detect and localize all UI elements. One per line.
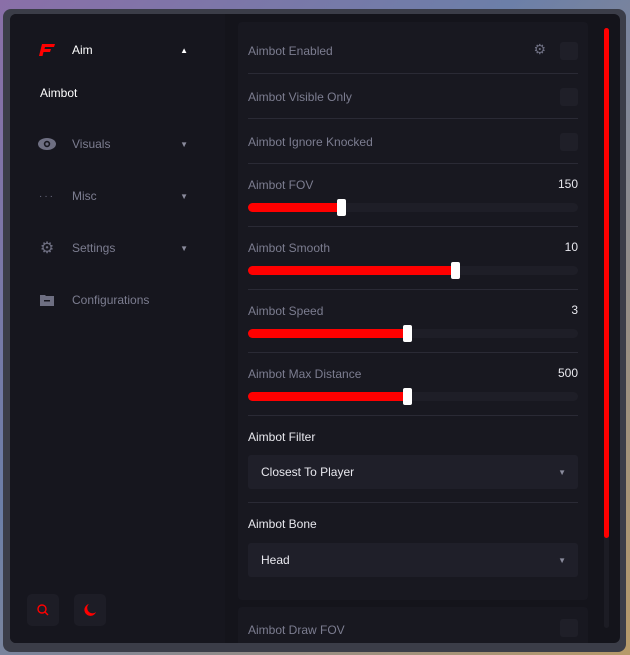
eye-icon bbox=[38, 136, 56, 152]
toggle-label: Aimbot Enabled bbox=[248, 44, 333, 58]
sidebar-item-aim[interactable]: Aim ▲ bbox=[38, 40, 188, 60]
slider-handle[interactable] bbox=[450, 262, 460, 279]
chevron-down-icon: ▼ bbox=[558, 555, 566, 565]
slider-label: Aimbot FOV bbox=[248, 178, 314, 192]
sidebar-item-label: Misc bbox=[72, 189, 97, 203]
selected-value: Closest To Player bbox=[261, 465, 355, 479]
sidebar-item-visuals[interactable]: Visuals ▼ bbox=[38, 134, 188, 154]
theme-toggle-button[interactable] bbox=[74, 594, 106, 626]
slider-label: Aimbot Max Distance bbox=[248, 367, 362, 381]
slider-handle[interactable] bbox=[337, 199, 347, 216]
selected-value: Head bbox=[261, 553, 290, 567]
dropdown-label: Aimbot Bone bbox=[248, 517, 317, 531]
aimbot-filter-select[interactable]: Closest To Player ▼ bbox=[248, 455, 578, 489]
moon-icon bbox=[84, 604, 96, 616]
scrollbar-thumb[interactable] bbox=[604, 28, 609, 538]
aimbot-settings-card: Aimbot Enabled ⚙ Aimbot Visible Only Aim… bbox=[238, 22, 588, 600]
gear-icon: ⚙ bbox=[39, 240, 55, 257]
logo-icon bbox=[38, 42, 56, 58]
sidebar-item-settings[interactable]: ⚙ Settings ▼ bbox=[38, 238, 188, 258]
draw-settings-card: Aimbot Draw FOV bbox=[238, 607, 588, 643]
slider-row: Aimbot Max Distance 500 bbox=[248, 353, 578, 416]
cheat-menu-window: Aim ▲ Aimbot Visuals ▼ ··· Misc ▼ ⚙ Sett… bbox=[10, 14, 620, 643]
aimbot-bone-select[interactable]: Head ▼ bbox=[248, 543, 578, 577]
sidebar-subitem-aimbot[interactable]: Aimbot bbox=[40, 86, 78, 100]
chevron-down-icon: ▼ bbox=[180, 243, 188, 253]
checkbox[interactable] bbox=[560, 619, 578, 637]
dropdown-aimbot-bone: Aimbot Bone Head ▼ bbox=[248, 503, 578, 590]
search-button[interactable] bbox=[27, 594, 59, 626]
dots-icon: ··· bbox=[39, 190, 55, 202]
slider-track[interactable] bbox=[248, 325, 578, 342]
slider-label: Aimbot Smooth bbox=[248, 241, 331, 255]
dropdown-aimbot-filter: Aimbot Filter Closest To Player ▼ bbox=[248, 416, 578, 503]
sidebar-item-misc[interactable]: ··· Misc ▼ bbox=[38, 186, 188, 206]
slider-row: Aimbot Smooth 10 bbox=[248, 227, 578, 290]
sidebar: Aim ▲ Aimbot Visuals ▼ ··· Misc ▼ ⚙ Sett… bbox=[10, 14, 225, 643]
gear-icon[interactable]: ⚙ bbox=[533, 41, 546, 57]
chevron-up-icon: ▲ bbox=[180, 45, 188, 55]
chevron-down-icon: ▼ bbox=[558, 467, 566, 477]
sidebar-item-configurations[interactable]: Configurations bbox=[38, 290, 188, 310]
toggle-aimbot-visible-only: Aimbot Visible Only bbox=[248, 74, 578, 119]
slider-row: Aimbot Speed 3 bbox=[248, 290, 578, 353]
toggle-label: Aimbot Ignore Knocked bbox=[248, 135, 373, 149]
chevron-down-icon: ▼ bbox=[180, 139, 188, 149]
sidebar-item-label: Settings bbox=[72, 241, 116, 255]
slider-track[interactable] bbox=[248, 199, 578, 216]
toggle-aimbot-draw-fov: Aimbot Draw FOV bbox=[248, 607, 578, 643]
sidebar-item-label: Visuals bbox=[72, 137, 111, 151]
slider-value: 150 bbox=[557, 177, 578, 191]
slider-value: 500 bbox=[557, 366, 578, 380]
slider-fill bbox=[248, 266, 456, 275]
toggle-label: Aimbot Visible Only bbox=[248, 90, 352, 104]
toggle-aimbot-ignore-knocked: Aimbot Ignore Knocked bbox=[248, 119, 578, 164]
checkbox[interactable] bbox=[560, 42, 578, 60]
slider-track[interactable] bbox=[248, 388, 578, 405]
toggle-label: Aimbot Draw FOV bbox=[248, 623, 345, 637]
folder-icon bbox=[38, 292, 56, 308]
toggle-aimbot-enabled: Aimbot Enabled ⚙ bbox=[248, 22, 578, 74]
checkbox[interactable] bbox=[560, 133, 578, 151]
slider-fill bbox=[248, 203, 343, 212]
sidebar-item-label: Aim bbox=[72, 43, 93, 57]
slider-track[interactable] bbox=[248, 262, 578, 279]
slider-handle[interactable] bbox=[403, 388, 413, 405]
chevron-down-icon: ▼ bbox=[180, 191, 188, 201]
slider-handle[interactable] bbox=[403, 325, 413, 342]
dropdown-label: Aimbot Filter bbox=[248, 430, 316, 444]
checkbox[interactable] bbox=[560, 88, 578, 106]
search-icon bbox=[37, 604, 49, 616]
slider-value: 3 bbox=[571, 303, 578, 317]
slider-fill bbox=[248, 392, 409, 401]
slider-value: 10 bbox=[564, 240, 578, 254]
slider-row: Aimbot FOV 150 bbox=[248, 164, 578, 227]
slider-label: Aimbot Speed bbox=[248, 304, 324, 318]
sidebar-item-label: Configurations bbox=[72, 293, 150, 307]
slider-fill bbox=[248, 329, 409, 338]
